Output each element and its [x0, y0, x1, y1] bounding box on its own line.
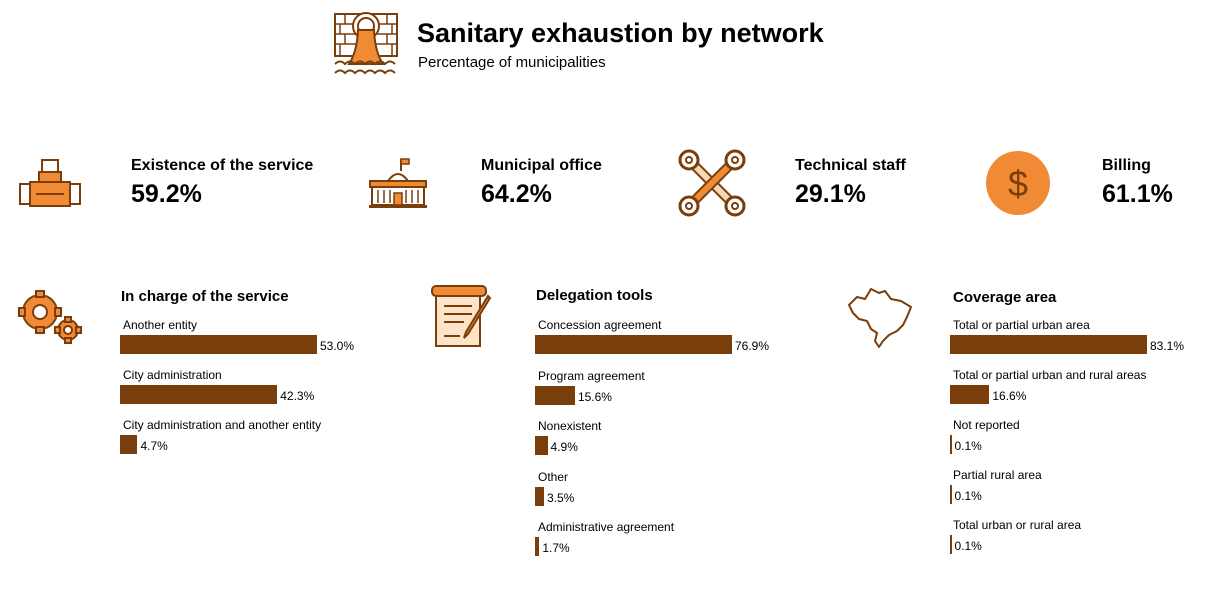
- kpi-label-billing: Billing: [1102, 157, 1151, 174]
- bar-coverage-2: [950, 435, 952, 454]
- bar-value-charge-2: 4.7%: [140, 439, 168, 453]
- bar-value-charge-0: 53.0%: [320, 339, 355, 353]
- bar-delegation-4: [535, 537, 540, 556]
- wrenches-icon: [678, 149, 746, 217]
- dollar-coin-icon: $: [986, 151, 1050, 215]
- bar-label-coverage-4: Total urban or rural area: [953, 518, 1082, 532]
- bar-label-delegation-3: Other: [538, 469, 569, 484]
- kpi-label-office: Municipal office: [481, 157, 602, 174]
- bar-value-delegation-3: 3.5%: [546, 490, 575, 505]
- bar-value-coverage-0: 83.1%: [1150, 339, 1185, 353]
- bar-coverage-0: [950, 335, 1147, 354]
- kpi-value-billing: 61.1%: [1102, 180, 1173, 208]
- bar-value-coverage-4: 0.1%: [954, 539, 982, 553]
- bar-coverage-3: [950, 485, 952, 504]
- bar-coverage-4: [950, 535, 952, 554]
- pipe-icon: [19, 159, 81, 207]
- bar-delegation-0: [535, 335, 732, 354]
- bar-delegation-3: [535, 486, 544, 506]
- svg-text:$: $: [1008, 163, 1028, 204]
- panel-title-delegation: Delegation tools: [536, 287, 653, 304]
- bar-label-coverage-3: Partial rural area: [953, 468, 1042, 482]
- bar-label-charge-2: City administration and another entity: [123, 418, 322, 432]
- bar-label-charge-1: City administration: [123, 368, 222, 382]
- bar-delegation-2: [535, 436, 548, 455]
- kpi-value-office: 64.2%: [481, 180, 552, 208]
- bar-label-delegation-4: Administrative agreement: [538, 520, 675, 534]
- bar-label-coverage-2: Not reported: [953, 418, 1020, 432]
- bar-value-charge-1: 42.3%: [280, 389, 315, 403]
- bar-value-delegation-0: 76.9%: [735, 339, 770, 353]
- contract-pen-icon: [431, 285, 492, 347]
- bar-label-delegation-2: Nonexistent: [538, 419, 602, 433]
- city-hall-icon: [369, 158, 427, 208]
- sewage-outlet-icon: [334, 12, 398, 75]
- bar-delegation-1: [535, 385, 575, 405]
- bar-value-coverage-2: 0.1%: [954, 439, 982, 453]
- panel-title-coverage: Coverage area: [953, 289, 1057, 306]
- bar-label-delegation-0: Concession agreement: [538, 318, 662, 332]
- bar-label-coverage-0: Total or partial urban area: [953, 318, 1090, 332]
- kpi-value-existence: 59.2%: [131, 180, 202, 208]
- bar-value-coverage-1: 16.6%: [992, 389, 1027, 403]
- bar-value-delegation-2: 4.9%: [550, 440, 578, 454]
- gears-icon: [18, 290, 82, 344]
- kpi-label-staff: Technical staff: [795, 157, 906, 174]
- kpi-label-existence: Existence of the service: [131, 157, 314, 174]
- bar-value-delegation-1: 15.6%: [577, 389, 612, 404]
- panel-title-charge: In charge of the service: [121, 288, 289, 305]
- brazil-map-icon: [848, 288, 912, 348]
- page-subtitle: Percentage of municipalities: [418, 54, 606, 71]
- bar-coverage-1: [950, 385, 990, 404]
- bar-charge-0: [120, 335, 317, 354]
- bar-value-coverage-3: 0.1%: [954, 489, 982, 503]
- bar-charge-1: [120, 385, 278, 404]
- bar-label-coverage-1: Total or partial urban and rural areas: [953, 368, 1147, 382]
- bar-label-charge-0: Another entity: [123, 318, 198, 332]
- kpi-value-staff: 29.1%: [795, 180, 866, 208]
- bar-label-delegation-1: Program agreement: [538, 368, 645, 383]
- page-title: Sanitary exhaustion by network: [417, 18, 824, 48]
- bar-value-delegation-4: 1.7%: [542, 541, 570, 555]
- bar-charge-2: [120, 435, 138, 454]
